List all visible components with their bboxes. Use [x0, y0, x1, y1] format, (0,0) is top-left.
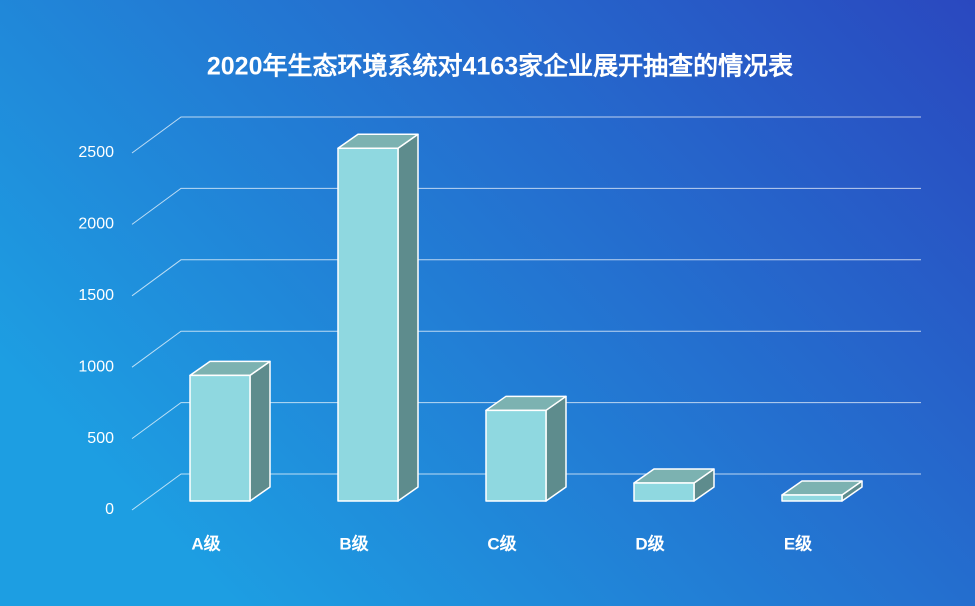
bar-front: [485, 409, 547, 502]
bar-front: [781, 494, 843, 502]
grid-line: [131, 187, 921, 225]
bar-side: [397, 133, 419, 502]
grid-line: [131, 259, 921, 297]
plot-area: 0 500 1000 1500 2000 2500 A级 B级 C级 D级 E级: [78, 116, 921, 553]
chart-title: 2020年生态环境系统对4163家企业展开抽查的情况表: [207, 52, 794, 81]
grid-line: [131, 116, 921, 154]
bar: [485, 395, 567, 502]
y-tick-label: 500: [87, 430, 114, 447]
bar-side: [545, 395, 567, 502]
bar-side: [249, 360, 271, 502]
y-tick-label: 1000: [78, 358, 114, 375]
bar-front: [337, 147, 399, 502]
bar: [337, 133, 419, 502]
grid-line: [131, 330, 921, 368]
y-tick-label: 2000: [78, 216, 114, 233]
y-tick-label: 0: [105, 501, 114, 518]
x-tick-label: C级: [487, 533, 516, 553]
bar-front: [189, 374, 251, 502]
bar: [781, 480, 863, 502]
x-tick-label: A级: [191, 533, 220, 553]
grid-line: [131, 402, 921, 440]
x-tick-label: B级: [339, 533, 368, 553]
y-tick-label: 2500: [78, 144, 114, 161]
x-tick-label: D级: [635, 533, 664, 553]
bar-front: [633, 482, 695, 502]
bar: [633, 468, 715, 502]
x-tick-label: E级: [784, 533, 812, 553]
y-tick-label: 1500: [78, 287, 114, 304]
bar: [189, 360, 271, 502]
